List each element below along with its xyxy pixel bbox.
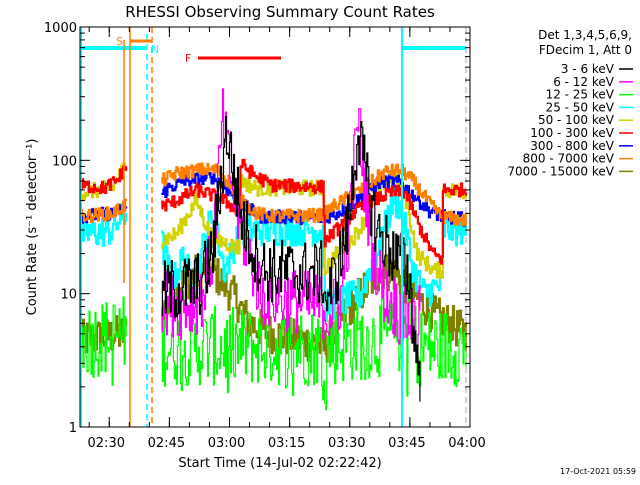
x-tick-label: 03:15 bbox=[268, 436, 305, 451]
legend-label: 300 - 800 keV bbox=[530, 139, 614, 153]
legend-label: 12 - 25 keV bbox=[546, 88, 615, 102]
night-label: N bbox=[151, 43, 159, 56]
legend-label: 6 - 12 keV bbox=[553, 75, 615, 89]
legend-label: 100 - 300 keV bbox=[530, 126, 614, 140]
legend-header: Det 1,3,4,5,6,9, bbox=[538, 28, 632, 42]
series-line-25-50-kev bbox=[161, 187, 468, 322]
series-line-6-12-kev bbox=[161, 88, 421, 347]
series-line-25-50-kev bbox=[79, 203, 128, 247]
plot-frame bbox=[79, 26, 471, 428]
y-tick-label: 1 bbox=[69, 421, 77, 436]
series-line-800-7000-kev bbox=[79, 198, 128, 223]
legend-label: 50 - 100 keV bbox=[538, 113, 615, 127]
legend: Det 1,3,4,5,6,9,FDecim 1, Att 0 3 - 6 keV… bbox=[507, 28, 633, 178]
series-layer bbox=[79, 88, 468, 411]
x-tick-label: 04:00 bbox=[448, 436, 485, 451]
flare-label: F bbox=[185, 52, 191, 65]
saa-label: S bbox=[116, 35, 123, 48]
chart-title: RHESSI Observing Summary Count Rates bbox=[125, 3, 435, 21]
series-line-12-25-kev bbox=[80, 296, 127, 386]
series-line-100-300-kev bbox=[161, 158, 468, 265]
legend-label: 7000 - 15000 keV bbox=[507, 164, 614, 178]
legend-header: FDecim 1, Att 0 bbox=[539, 43, 632, 57]
footer-timestamp: 17-Oct-2021 05:59 bbox=[560, 467, 636, 476]
legend-label: 25 - 50 keV bbox=[546, 100, 615, 114]
axes: 1 10 100 1000 02:30 02:45 03:00 03:15 03:30 03:45… bbox=[44, 21, 486, 451]
x-tick-label: 03:00 bbox=[208, 436, 245, 451]
y-tick-label: 1000 bbox=[44, 21, 77, 36]
series-line-12-25-kev bbox=[161, 277, 467, 411]
x-axis-label: Start Time (14-Jul-02 02:22:42) bbox=[178, 456, 381, 471]
series-line-100-300-kev bbox=[79, 165, 128, 195]
x-tick-label: 02:45 bbox=[148, 436, 185, 451]
x-tick-label: 02:30 bbox=[88, 436, 125, 451]
y-tick-label: 100 bbox=[52, 154, 77, 169]
series-line-3-6-kev bbox=[161, 116, 421, 402]
legend-label: 800 - 7000 keV bbox=[523, 152, 615, 166]
x-tick-label: 03:30 bbox=[328, 436, 365, 451]
legend-label: 3 - 6 keV bbox=[561, 62, 615, 76]
series-line-800-7000-kev bbox=[161, 162, 468, 227]
y-axis-label: Count Rate (s⁻¹ detector⁻¹) bbox=[25, 139, 40, 316]
annotations: S N F bbox=[80, 27, 467, 427]
x-tick-label: 03:45 bbox=[388, 436, 425, 451]
y-tick-label: 10 bbox=[60, 288, 77, 303]
